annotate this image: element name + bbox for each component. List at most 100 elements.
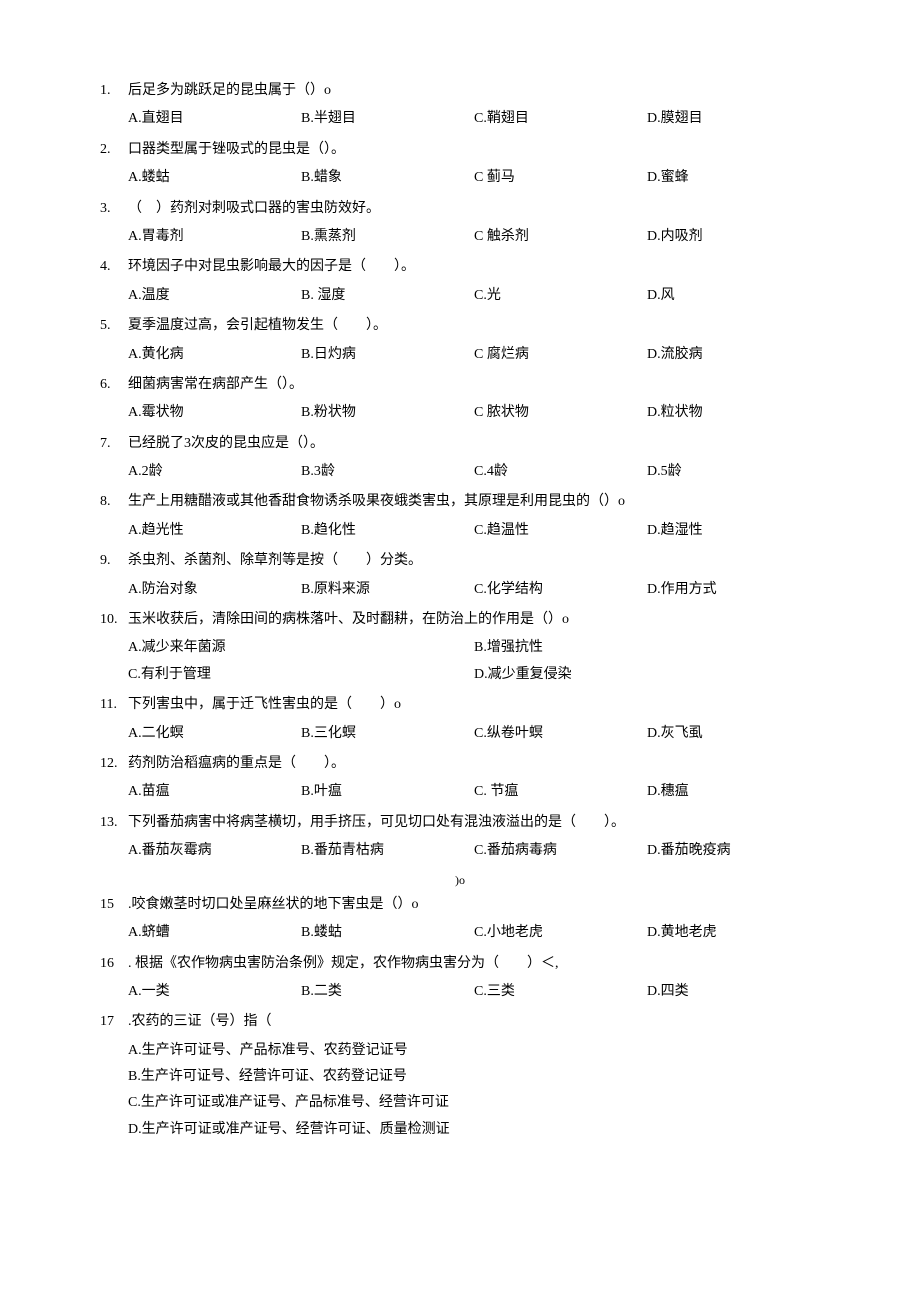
option: A.番茄灰霉病 bbox=[128, 840, 301, 862]
option: C.有利于管理 bbox=[128, 664, 474, 686]
question: 15.咬食嫩茎时切口处呈麻丝状的地下害虫是（）o A.蛴螬B.蝼蛄C.小地老虎D.… bbox=[100, 894, 820, 945]
option: D.生产许可证或准产证号、经营许可证、质量检测证 bbox=[128, 1119, 820, 1141]
option: A.霉状物 bbox=[128, 402, 301, 424]
option: B.番茄青枯病 bbox=[301, 840, 474, 862]
question-text: 杀虫剂、杀菌剂、除草剂等是按（ ）分类。 bbox=[128, 550, 820, 572]
options-row: A.直翅目B.半翅目C.鞘翅目D.膜翅目 bbox=[100, 108, 820, 130]
option: C.三类 bbox=[474, 981, 647, 1003]
options-row: A.蝼蛄B.蜡象C 蓟马D.蜜蜂 bbox=[100, 167, 820, 189]
options-row: A.霉状物B.粉状物C 脓状物D.粒状物 bbox=[100, 402, 820, 424]
option: B.日灼病 bbox=[301, 344, 474, 366]
question-text: （ ）药剂对刺吸式口器的害虫防效好。 bbox=[128, 198, 820, 220]
question-number: 15 bbox=[100, 894, 128, 916]
options-row: A.温度B. 湿度C.光D.风 bbox=[100, 285, 820, 307]
question-number: 2. bbox=[100, 139, 128, 161]
option: D.蜜蜂 bbox=[647, 167, 820, 189]
question: 12.药剂防治稻瘟病的重点是（ ）。 A.苗瘟B.叶瘟C. 节瘟D.穗瘟 bbox=[100, 753, 820, 804]
option: C.鞘翅目 bbox=[474, 108, 647, 130]
question: 2.口器类型属于锉吸式的昆虫是（）。A.蝼蛄B.蜡象C 蓟马D.蜜蜂 bbox=[100, 139, 820, 190]
option: C.生产许可证或准产证号、产品标准号、经营许可证 bbox=[128, 1092, 820, 1114]
question: 6.细菌病害常在病部产生（）。A.霉状物B.粉状物C 脓状物D.粒状物 bbox=[100, 374, 820, 425]
question-text: 环境因子中对昆虫影响最大的因子是（ ）。 bbox=[128, 256, 820, 278]
question-number: 17 bbox=[100, 1011, 128, 1033]
option: B.熏蒸剂 bbox=[301, 226, 474, 248]
option: B.粉状物 bbox=[301, 402, 474, 424]
option: B.3龄 bbox=[301, 461, 474, 483]
options-row: A.二化螟B.三化螟C.纵卷叶螟D.灰飞虱 bbox=[100, 723, 820, 745]
option: D.减少重复侵染 bbox=[474, 664, 820, 686]
question-number: 12. bbox=[100, 753, 128, 775]
option: A.减少来年菌源 bbox=[128, 637, 474, 659]
question: 5.夏季温度过高，会引起植物发生（ ）。A.黄化病B.日灼病C 腐烂病D.流胶病 bbox=[100, 315, 820, 366]
option: D.四类 bbox=[647, 981, 820, 1003]
question-text: 下列番茄病害中将病茎横切，用手挤压，可见切口处有混浊液溢出的是（ ）。 bbox=[128, 812, 820, 834]
question-number: 7. bbox=[100, 433, 128, 455]
option: B.原料来源 bbox=[301, 579, 474, 601]
question: 3.（ ）药剂对刺吸式口器的害虫防效好。A.胃毒剂B.熏蒸剂C 触杀剂D.内吸剂 bbox=[100, 198, 820, 249]
option: D.穗瘟 bbox=[647, 781, 820, 803]
question-number: 4. bbox=[100, 256, 128, 278]
option: A.一类 bbox=[128, 981, 301, 1003]
option: B. 湿度 bbox=[301, 285, 474, 307]
question-number: 8. bbox=[100, 491, 128, 513]
question: 9.杀虫剂、杀菌剂、除草剂等是按（ ）分类。A.防治对象B.原料来源C.化学结构… bbox=[100, 550, 820, 601]
exam-content: 1.后足多为跳跃足的昆虫属于（）o A.直翅目B.半翅目C.鞘翅目D.膜翅目 2.口… bbox=[100, 80, 820, 1141]
question-text: . 根据《农作物病虫害防治条例》规定，农作物病虫害分为（ ）＜, bbox=[128, 953, 820, 975]
option: C.4龄 bbox=[474, 461, 647, 483]
stray-text: )o bbox=[100, 871, 820, 890]
question-number: 13. bbox=[100, 812, 128, 834]
question-text: .咬食嫩茎时切口处呈麻丝状的地下害虫是（）o bbox=[128, 894, 820, 916]
option: A.二化螟 bbox=[128, 723, 301, 745]
question: 11.下列害虫中，属于迁飞性害虫的是（ ）oA.二化螟B.三化螟C.纵卷叶螟D.… bbox=[100, 694, 820, 745]
option: A.防治对象 bbox=[128, 579, 301, 601]
option: C.番茄病毒病 bbox=[474, 840, 647, 862]
option: D.内吸剂 bbox=[647, 226, 820, 248]
option: D.趋湿性 bbox=[647, 520, 820, 542]
question: 8.生产上用糖醋液或其他香甜食物诱杀吸果夜蛾类害虫，其原理是利用昆虫的（）o A.… bbox=[100, 491, 820, 542]
question-text: 细菌病害常在病部产生（）。 bbox=[128, 374, 820, 396]
question: 1.后足多为跳跃足的昆虫属于（）o A.直翅目B.半翅目C.鞘翅目D.膜翅目 bbox=[100, 80, 820, 131]
option: D.流胶病 bbox=[647, 344, 820, 366]
option: D.粒状物 bbox=[647, 402, 820, 424]
options-row: A.防治对象B.原料来源C.化学结构D.作用方式 bbox=[100, 579, 820, 601]
option: B.趋化性 bbox=[301, 520, 474, 542]
option: D.5龄 bbox=[647, 461, 820, 483]
question-text: 生产上用糖醋液或其他香甜食物诱杀吸果夜蛾类害虫，其原理是利用昆虫的（）o bbox=[128, 491, 820, 513]
option: B.叶瘟 bbox=[301, 781, 474, 803]
option: C.小地老虎 bbox=[474, 922, 647, 944]
options-row: A.趋光性B.趋化性C.趋温性D.趋湿性 bbox=[100, 520, 820, 542]
question: 13.下列番茄病害中将病茎横切，用手挤压，可见切口处有混浊液溢出的是（ ）。 A.… bbox=[100, 812, 820, 863]
question-text: .农药的三证（号）指（ bbox=[128, 1011, 820, 1033]
option: B.半翅目 bbox=[301, 108, 474, 130]
question-number: 3. bbox=[100, 198, 128, 220]
option: D.膜翅目 bbox=[647, 108, 820, 130]
question-number: 1. bbox=[100, 80, 128, 102]
option: D.黄地老虎 bbox=[647, 922, 820, 944]
option: D.灰飞虱 bbox=[647, 723, 820, 745]
option: A.黄化病 bbox=[128, 344, 301, 366]
question: 4.环境因子中对昆虫影响最大的因子是（ ）。 A.温度B. 湿度C.光D.风 bbox=[100, 256, 820, 307]
question-text: 药剂防治稻瘟病的重点是（ ）。 bbox=[128, 753, 820, 775]
option: A.2龄 bbox=[128, 461, 301, 483]
options-grid: A.减少来年菌源B.增强抗性C.有利于管理D.减少重复侵染 bbox=[100, 637, 820, 686]
question-text: 夏季温度过高，会引起植物发生（ ）。 bbox=[128, 315, 820, 337]
option: A.趋光性 bbox=[128, 520, 301, 542]
question-text: 玉米收获后，清除田间的病株落叶、及时翻耕，在防治上的作用是（）o bbox=[128, 609, 820, 631]
question: 7.已经脱了3次皮的昆虫应是（）。A.2龄B.3龄C.4龄D.5龄 bbox=[100, 433, 820, 484]
option: B.蜡象 bbox=[301, 167, 474, 189]
question-text: 后足多为跳跃足的昆虫属于（）o bbox=[128, 80, 820, 102]
options-row: A.蛴螬B.蝼蛄C.小地老虎D.黄地老虎 bbox=[100, 922, 820, 944]
question: 16. 根据《农作物病虫害防治条例》规定，农作物病虫害分为（ ）＜,A.一类B.… bbox=[100, 953, 820, 1004]
option: C.化学结构 bbox=[474, 579, 647, 601]
option: C.光 bbox=[474, 285, 647, 307]
option: D.番茄晚疫病 bbox=[647, 840, 820, 862]
option: A.直翅目 bbox=[128, 108, 301, 130]
option: D.作用方式 bbox=[647, 579, 820, 601]
option: B.增强抗性 bbox=[474, 637, 820, 659]
option: C.趋温性 bbox=[474, 520, 647, 542]
option: C 蓟马 bbox=[474, 167, 647, 189]
option: B.二类 bbox=[301, 981, 474, 1003]
question-text: 下列害虫中，属于迁飞性害虫的是（ ）o bbox=[128, 694, 820, 716]
question-number: 5. bbox=[100, 315, 128, 337]
options-row: A.苗瘟B.叶瘟C. 节瘟D.穗瘟 bbox=[100, 781, 820, 803]
